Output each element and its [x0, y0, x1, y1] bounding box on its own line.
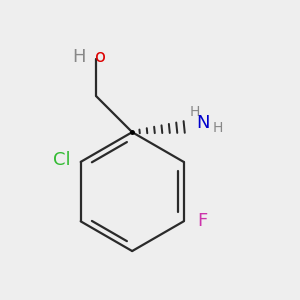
Text: H: H — [73, 48, 86, 66]
Text: Cl: Cl — [52, 152, 70, 169]
Text: N: N — [196, 114, 210, 132]
Text: o: o — [95, 48, 106, 66]
Text: F: F — [197, 212, 207, 230]
Text: H: H — [189, 105, 200, 119]
Text: H: H — [212, 121, 223, 135]
